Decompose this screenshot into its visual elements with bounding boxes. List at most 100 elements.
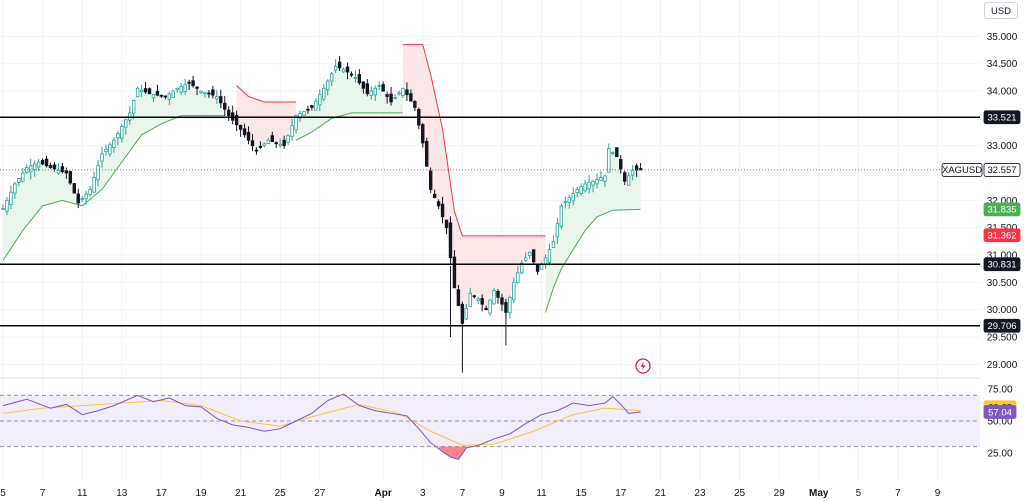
time-tick-label: 9 (935, 488, 941, 499)
time-tick-label: 11 (77, 488, 88, 499)
candle-body (615, 147, 619, 158)
candle-body (476, 298, 480, 301)
candle-body (207, 92, 211, 95)
price-tags: 33.521 XAGUSD 32.557 31.835 31.362 30.831 29.7… (941, 110, 1021, 419)
time-tick-label: 25 (734, 488, 746, 499)
rsi-pane (0, 393, 980, 461)
rsi-ma-line (2, 399, 641, 446)
candle-body (278, 143, 282, 147)
candle-body (84, 193, 88, 199)
candle-body (337, 61, 342, 69)
supertrend-area-up (545, 148, 641, 313)
candle-body (488, 299, 492, 314)
candle-body (484, 307, 488, 311)
candle-body (29, 165, 33, 173)
candle-body (56, 169, 61, 174)
candle-body (25, 167, 29, 173)
time-tick-label: 27 (314, 488, 326, 499)
candle-body (183, 84, 187, 92)
time-tick-label: 19 (195, 488, 207, 499)
candle-body (227, 109, 231, 117)
time-tick-label: 3 (420, 488, 426, 499)
candle-body (492, 290, 496, 305)
currency-button[interactable]: USD (984, 2, 1018, 19)
supertrend-area-down (402, 44, 546, 324)
candle-body (413, 101, 417, 108)
supertrend-fill (3, 44, 641, 324)
candle-body (92, 177, 96, 193)
price-tick-label: 30.000 (987, 305, 1018, 316)
candle-body (349, 73, 354, 76)
candle-body (306, 108, 310, 111)
candle-body (381, 84, 385, 92)
candle-body (567, 197, 571, 203)
candle-body (318, 94, 322, 106)
time-axis[interactable]: 5 7 11 13 17 19 21 25 27 Apr 3 7 9 11 15 17 21 23 25 29 May 5… (0, 488, 941, 499)
candle-body (163, 95, 168, 98)
time-tick-label: May (809, 488, 829, 499)
candle-body (159, 94, 164, 97)
supertrend-line-up (545, 208, 641, 313)
candle-body (238, 124, 243, 130)
candle-body (626, 175, 631, 186)
price-tick-label: 29.500 (987, 333, 1018, 344)
price-tag: 30.831 (983, 257, 1021, 272)
candle-body (310, 105, 314, 108)
price-axis[interactable]: 29.00029.50030.00030.50031.00031.50032.0… (987, 32, 1018, 460)
candle-body (630, 169, 635, 176)
price-tag: 33.521 (983, 110, 1021, 125)
candle-body (393, 97, 397, 99)
candle-body (500, 297, 504, 305)
candle-body (80, 198, 84, 200)
symbol-tag-bg (941, 163, 983, 177)
candle-body (294, 115, 298, 131)
price-tag-text: 29.706 (987, 321, 1016, 332)
candle-body (547, 249, 552, 263)
candle-body (322, 87, 326, 100)
candle-body (286, 135, 290, 143)
candle-body (139, 89, 144, 93)
candle-body (421, 124, 425, 144)
candle-body (155, 90, 160, 96)
time-tick-label: 5 (856, 488, 862, 499)
candle-body (444, 219, 449, 229)
price-tag-text: 31.362 (987, 231, 1016, 242)
candle-body (357, 74, 362, 84)
candle-body (539, 264, 544, 270)
supertrend-line-up (2, 115, 225, 261)
price-tag-bg (983, 228, 1021, 243)
candle-body (302, 111, 306, 116)
candle-body (270, 135, 274, 143)
candle-body (258, 145, 263, 148)
time-tick-label: 7 (460, 488, 466, 499)
candle-body (555, 223, 560, 238)
price-tick-label: 32.000 (987, 196, 1018, 207)
candle-body (409, 93, 413, 102)
candle-body (104, 148, 108, 152)
lightning-icon[interactable] (635, 358, 651, 374)
price-tag-bg (983, 202, 1021, 217)
candle-body (9, 191, 13, 205)
candle-body (345, 66, 350, 73)
candle-body (389, 93, 393, 103)
candle-body (361, 81, 366, 89)
candle-body (365, 83, 370, 95)
candle-body (199, 90, 203, 93)
supertrend-line-up (295, 112, 403, 141)
candle-body (242, 128, 247, 136)
rsi-value-tag-text: 57.04 (988, 407, 1012, 418)
candle-body (48, 164, 53, 168)
candle-body (571, 193, 575, 202)
candle-body (254, 149, 259, 152)
horizontal-levels[interactable] (0, 116, 980, 327)
candle-body (262, 143, 267, 147)
price-tick-label: 33.000 (987, 141, 1018, 152)
candle-body (559, 205, 564, 227)
supertrend-area-down (236, 85, 297, 152)
supertrend-area-up (296, 66, 403, 141)
candle-body (171, 90, 175, 98)
candle-body (64, 170, 69, 174)
price-tag-text: 32.557 (987, 165, 1016, 176)
price-tag-bg (983, 110, 1021, 125)
